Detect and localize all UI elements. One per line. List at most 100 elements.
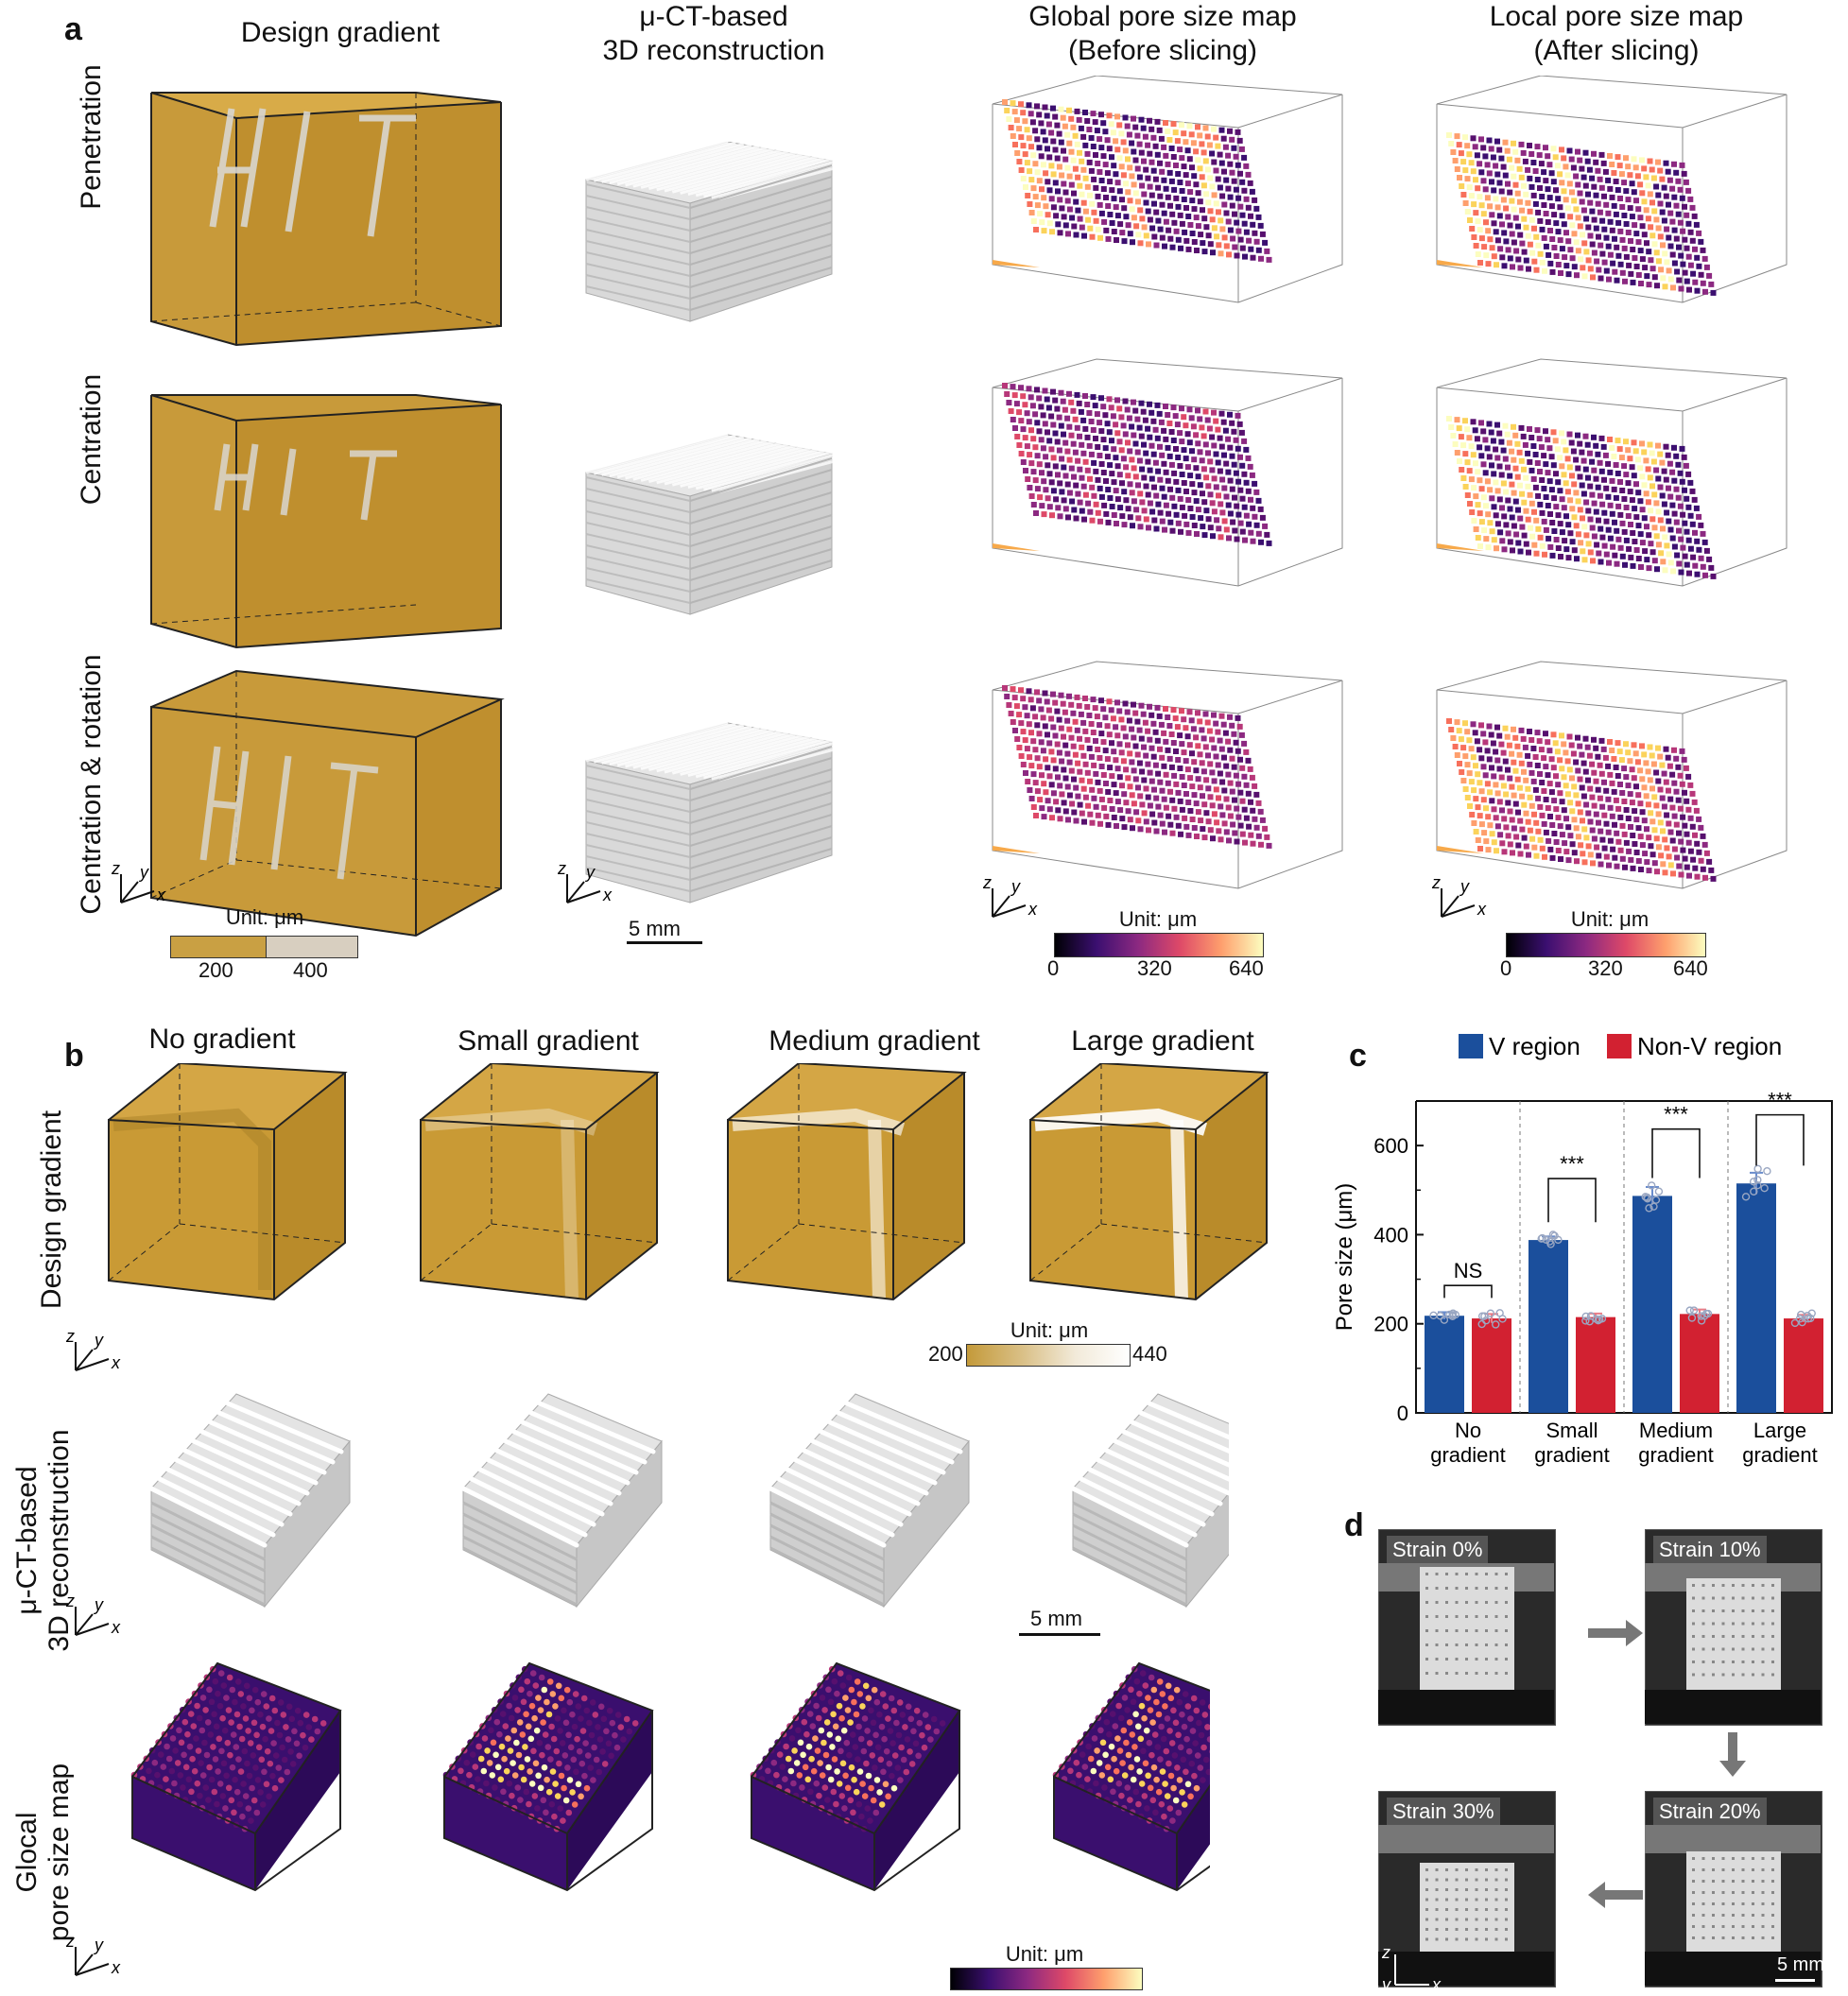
panel-b-row-title-1: Design gradient [36, 1110, 67, 1310]
bar-v-3 [1632, 1196, 1672, 1413]
specimen-0 [1378, 1563, 1554, 1724]
y-tick-label: 0 [1397, 1402, 1408, 1425]
scale-bar-d-label: 5 mm [1777, 1954, 1824, 1975]
axis-x-label: x [156, 886, 166, 904]
sig-label-2: *** [1560, 1152, 1584, 1176]
x-tick-label-4: gradient [1742, 1443, 1818, 1467]
scale-bar-d [1775, 1979, 1815, 1982]
axis-triad-d: z y x [1380, 1943, 1442, 1994]
pore-cube-b-1 [130, 1661, 342, 1892]
panel-a-col-title-2: μ-CT-based 3D reconstruction [602, 1, 825, 66]
scale-bar-b [1019, 1633, 1100, 1636]
axis-triad-a1: z y x [112, 859, 166, 904]
transition-arrows [1588, 1620, 1746, 1908]
design-cbar-a-tick-400: 400 [293, 958, 328, 982]
axis-triad-a3: z y x [983, 873, 1038, 919]
panel-b-letter: b [64, 1038, 84, 1074]
design-cube-b-1 [108, 1063, 348, 1301]
y-axis-label: Pore size (μm) [1332, 1183, 1357, 1332]
specimen-1 [1645, 1563, 1821, 1724]
pore-map-a-2-local [1436, 358, 1788, 587]
specimen-2 [1645, 1825, 1821, 1986]
pore-cube-b-4 [1052, 1661, 1210, 1892]
pore-cube-b-2 [442, 1661, 654, 1892]
panel-b-pore-maps [130, 1661, 1210, 1892]
panel-c-bar-chart: V region Non-V region 0 200 400 600 Pore size … [1332, 1032, 1833, 1467]
sig-label-3: *** [1664, 1103, 1688, 1127]
design-cbar-a-title: Unit: μm [225, 905, 304, 929]
pore-cbar-b-title: Unit: μm [1005, 1942, 1084, 1966]
scale-bar-b-label: 5 mm [1030, 1607, 1082, 1630]
panel-b-design-cubes [108, 1063, 1269, 1301]
arrow-left-icon [1588, 1882, 1643, 1908]
svg-text:z: z [983, 873, 992, 892]
strain-specimens [1378, 1563, 1821, 1986]
panel-a-reconstructions [585, 142, 862, 903]
pore-cbar-a2-title: Unit: μm [1570, 907, 1649, 931]
x-tick-label-1: gradient [1430, 1443, 1506, 1467]
panel-b-reconstructions [148, 1393, 1229, 1609]
pore-cube-b-3 [750, 1661, 961, 1892]
pore-map-a-1-local [1436, 76, 1788, 303]
panel-a-row-title-1: Penetration [76, 64, 107, 210]
axis-triad-b2: z y x [66, 1592, 121, 1637]
sig-label-1: NS [1454, 1259, 1483, 1282]
panel-d-letter: d [1344, 1507, 1364, 1543]
y-tick-label: 400 [1373, 1223, 1408, 1247]
svg-text:z: z [1432, 873, 1441, 892]
panel-a-pore-maps [992, 76, 1788, 889]
svg-text:x: x [602, 886, 613, 904]
svg-text:y: y [93, 1936, 104, 1954]
plot-frame [1415, 1100, 1833, 1414]
scale-bar-a [627, 941, 702, 944]
design-box-centration [150, 394, 502, 649]
panel-b-col-title-1: No gradient [148, 1024, 296, 1055]
svg-text:x: x [1477, 900, 1487, 919]
bar-v-4 [1736, 1183, 1776, 1413]
svg-text:x: x [1028, 900, 1038, 919]
pore-map-a-2-global [992, 358, 1343, 587]
panel-b-col-title-2: Small gradient [458, 1025, 639, 1057]
svg-text:x: x [1431, 1975, 1442, 1994]
design-box-penetration [150, 92, 502, 347]
pore-cbar-a2-tick-640: 640 [1673, 956, 1708, 980]
pore-cbar-a1-tick-320: 320 [1137, 956, 1172, 980]
sig-bracket-3 [1651, 1127, 1701, 1179]
svg-text:x: x [111, 1618, 121, 1637]
y-tick-label: 600 [1373, 1134, 1408, 1158]
design-cbar-a-400-swatch [266, 936, 358, 958]
strain-label-20: Strain 20% [1653, 1798, 1767, 1826]
legend-label-2: Non-V region [1637, 1032, 1782, 1060]
design-cbar-a-tick-200: 200 [199, 958, 233, 982]
panel-a-col-title-1: Design gradient [240, 17, 440, 48]
svg-text:x: x [111, 1958, 121, 1977]
pore-cbar-a1-tick-0: 0 [1047, 956, 1060, 980]
svg-text:y: y [93, 1331, 104, 1350]
panel-a-col-title-4: Local pore size map (After slicing) [1489, 1, 1744, 66]
svg-text:z: z [66, 1592, 75, 1610]
legend-label-1: V region [1489, 1032, 1580, 1060]
svg-text:y: y [93, 1595, 104, 1614]
axis-z-label: z [112, 859, 120, 878]
design-cbar-b-tick-200: 200 [928, 1342, 963, 1366]
x-tick-label-2: gradient [1534, 1443, 1610, 1467]
sig-bracket-1 [1443, 1284, 1493, 1299]
panel-a-design-boxes [150, 92, 505, 938]
panel-a-letter: a [64, 11, 82, 47]
bar-nonv-1 [1472, 1318, 1511, 1413]
design-box-centration-rotation [150, 669, 505, 938]
pore-cbar-a2-tick-320: 320 [1588, 956, 1623, 980]
recon-block-a-2 [585, 433, 862, 615]
bar-v-2 [1528, 1240, 1568, 1413]
svg-text:y: y [1010, 877, 1021, 896]
svg-text:z: z [1381, 1943, 1390, 1962]
scale-bar-a-label: 5 mm [629, 917, 681, 940]
x-tick-label-1: No [1455, 1419, 1481, 1442]
svg-text:x: x [111, 1353, 121, 1372]
legend-swatch-2 [1607, 1034, 1632, 1058]
recon-block-a-3 [585, 721, 862, 903]
sig-bracket-2 [1547, 1178, 1597, 1223]
x-tick-label-2: Small [1546, 1419, 1598, 1442]
design-cbar-b-tick-440: 440 [1132, 1342, 1167, 1366]
panel-c-letter: c [1349, 1038, 1367, 1074]
